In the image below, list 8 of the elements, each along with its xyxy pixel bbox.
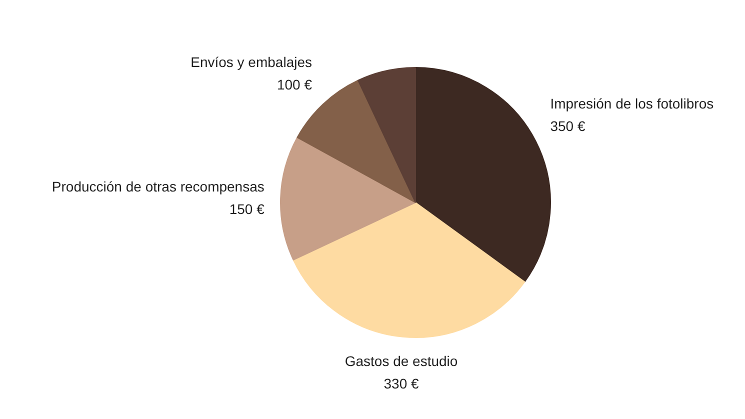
data-label: 100 € bbox=[276, 76, 312, 92]
slice-label: Envíos y embalajes bbox=[190, 54, 312, 70]
data-label: 330 € bbox=[384, 375, 419, 392]
data-label: 350 € bbox=[550, 118, 586, 134]
slice-label: Impresión de los fotolibros bbox=[550, 95, 714, 112]
data-label: 150 € bbox=[229, 200, 265, 217]
slice-label: Producción de otras recompensas bbox=[52, 178, 264, 195]
slice-label: Gastos de estudio bbox=[344, 353, 458, 370]
